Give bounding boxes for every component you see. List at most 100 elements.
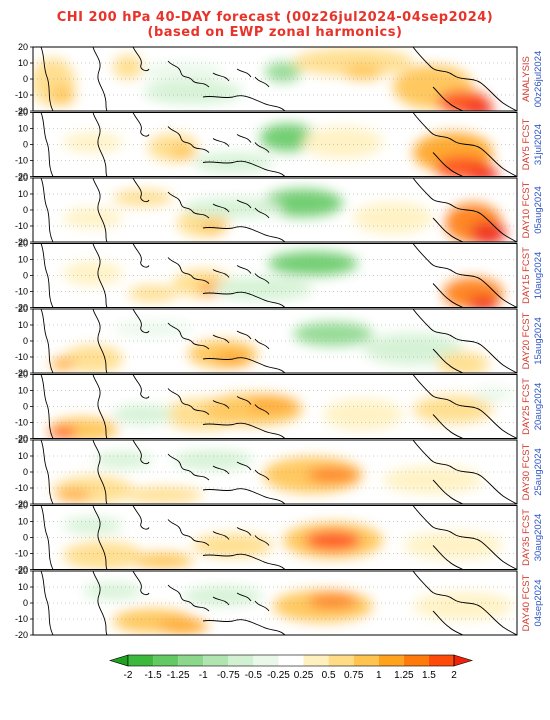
- colorbar-tick-label: 2: [451, 670, 457, 681]
- lat-tick-label: -10: [15, 156, 28, 166]
- anomaly-blob: [158, 618, 208, 634]
- lat-tick-label: -10: [15, 418, 28, 428]
- anomaly-blob: [113, 404, 173, 425]
- coastline: [432, 283, 464, 308]
- lat-tick-label: 0: [23, 140, 28, 150]
- anomaly-blob: [467, 295, 499, 308]
- coastline: [92, 374, 108, 439]
- coastline: [40, 571, 54, 635]
- coastline: [202, 95, 286, 111]
- anomaly-blob: [265, 62, 301, 82]
- anomaly-blob: [462, 101, 494, 111]
- panel-date: 00z26jul2024: [533, 51, 544, 108]
- lat-tick-label: -10: [15, 483, 28, 493]
- map-panel: 20 10 0 -10 -20 DAY20 FCST 15aug2024: [15, 304, 544, 378]
- coastline: [432, 152, 464, 177]
- coastline: [167, 453, 210, 481]
- colorbar-swatch: [128, 655, 154, 666]
- coastline: [432, 217, 464, 242]
- coastline: [212, 592, 270, 612]
- anomaly-blob: [305, 530, 361, 551]
- anomaly-blob: [213, 276, 313, 301]
- anomaly-blob: [470, 221, 506, 242]
- panel-date: 20aug2024: [533, 383, 544, 431]
- coastline: [92, 112, 108, 177]
- lat-tick-label: 0: [23, 598, 28, 608]
- coastline: [412, 374, 517, 439]
- colorbar-swatch: [328, 655, 354, 666]
- lat-tick-label: 0: [23, 467, 28, 477]
- anomaly-blob: [413, 395, 493, 424]
- colorbar-swatch: [378, 655, 404, 666]
- anomaly-shading: [83, 583, 513, 634]
- anomaly-blob: [128, 285, 178, 302]
- anomaly-blob: [473, 386, 513, 403]
- coastline: [92, 178, 108, 242]
- lat-tick-label: -10: [15, 614, 28, 624]
- map-panel: 20 10 0 -10 -20 ANALYSIS 00z26jul2024: [15, 42, 544, 116]
- lat-tick-label: -20: [15, 303, 28, 313]
- coastline: [40, 309, 54, 373]
- coastline: [432, 414, 464, 439]
- coastline: [212, 199, 270, 219]
- colorbar-tick-label: -1: [199, 670, 208, 681]
- map-panel: 20 10 0 -10 -20 DAY30 FCST 25aug2024: [15, 435, 544, 509]
- lat-tick-label: -10: [15, 90, 28, 100]
- coastline: [167, 322, 210, 350]
- lat-tick-label: 20: [18, 566, 28, 576]
- colorbar-swatch: [228, 655, 254, 666]
- colorbar-arrow-right: [453, 654, 474, 667]
- anomaly-blob: [363, 333, 463, 365]
- coastline: [132, 440, 150, 465]
- coastline: [40, 112, 54, 177]
- coastline: [40, 47, 54, 111]
- coastline: [132, 47, 150, 72]
- coastline: [167, 584, 210, 612]
- anomaly-shading: [63, 251, 503, 308]
- anomaly-blob: [55, 489, 91, 501]
- coastline: [432, 610, 464, 635]
- panel-date: 04sep2024: [533, 579, 544, 626]
- lat-tick-label: -20: [15, 434, 28, 444]
- coastline: [212, 527, 270, 546]
- anomaly-blob: [83, 583, 143, 599]
- lat-tick-label: 0: [23, 336, 28, 346]
- anomaly-blob: [63, 517, 123, 534]
- anomaly-blob: [143, 62, 223, 82]
- title-line1: CHI 200 hPa 40-DAY forecast (00z26jul202…: [56, 10, 494, 25]
- panel-label: DAY15 FCST: [521, 247, 532, 304]
- anomaly-blob: [63, 132, 123, 153]
- lat-tick-label: 20: [18, 370, 28, 380]
- coastline: [167, 191, 210, 219]
- panel-date: 31jul2024: [533, 124, 544, 165]
- anomaly-blob: [343, 64, 383, 80]
- lat-tick-label: -20: [15, 368, 28, 378]
- anomaly-blob: [49, 426, 77, 439]
- anomaly-blob: [293, 48, 413, 76]
- lat-tick-label: 20: [18, 304, 28, 314]
- coastline: [202, 357, 286, 373]
- map-panel: 20 10 0 -10 -20 DAY5 FCST 31jul2024: [15, 108, 544, 182]
- coastline: [167, 126, 210, 153]
- map-panel: 20 10 0 -10 -20 DAY40 FCST 04sep2024: [15, 566, 544, 640]
- lat-tick-label: -10: [15, 221, 28, 231]
- colorbar-tick-label: 0.25: [294, 670, 314, 681]
- anomaly-blob: [51, 85, 75, 105]
- lat-tick-label: -10: [15, 549, 28, 559]
- colorbar-swatch: [428, 655, 454, 666]
- coastline: [432, 348, 464, 373]
- coastline: [202, 160, 286, 177]
- colorbar-tick-label: 0.75: [344, 670, 364, 681]
- colorbar-tick-label: 1: [376, 670, 382, 681]
- panel-label: DAY5 FCST: [521, 119, 532, 171]
- coastline: [40, 374, 54, 439]
- lat-tick-label: -20: [15, 106, 28, 116]
- panel-date: 05aug2024: [533, 186, 544, 234]
- lat-tick-label: 20: [18, 108, 28, 118]
- lat-tick-label: -20: [15, 237, 28, 247]
- colorbar-tick-label: 1.25: [394, 670, 414, 681]
- anomaly-blob: [193, 533, 273, 558]
- anomaly-blob: [143, 80, 243, 104]
- anomaly-blob: [323, 398, 403, 431]
- panel-label: DAY40 FCST: [521, 574, 532, 631]
